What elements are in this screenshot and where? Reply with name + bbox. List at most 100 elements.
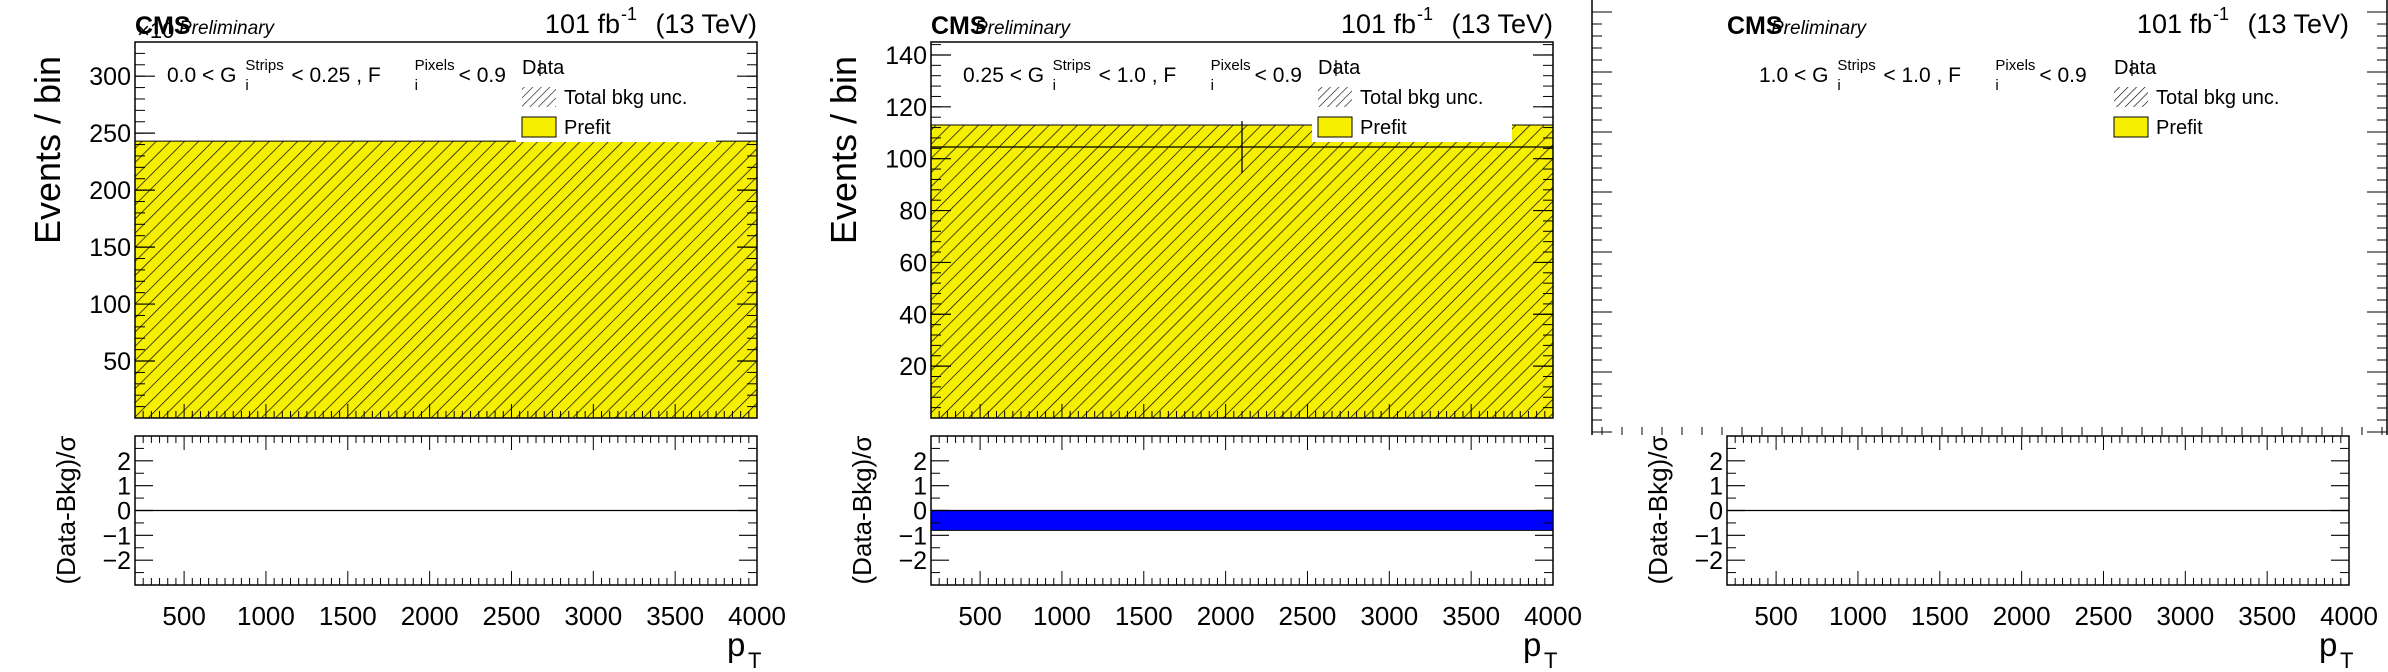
y-exponent-label: ×10 <box>137 18 174 43</box>
main-y-tick-label: 250 <box>89 120 131 148</box>
main-y-tick-label: 60 <box>899 249 927 277</box>
ratio-y-tick-label: 1 <box>1709 473 1723 501</box>
main-y-tick-label: 40 <box>899 301 927 329</box>
ratio-y-axis-title: (Data-Bkg)/σ <box>1643 436 1673 585</box>
x-axis-title: p <box>2319 626 2337 663</box>
main-y-tick-label: 50 <box>103 348 131 376</box>
lumi-sup: -1 <box>2213 4 2229 24</box>
ratio-y-axis-title: (Data-Bkg)/σ <box>51 436 81 585</box>
x-tick-label: 500 <box>958 601 1001 631</box>
region-label-sub: i <box>1053 77 1056 94</box>
region-label: < 1.0 , F <box>1883 64 1961 87</box>
region-label-sup: Strips <box>1053 57 1091 74</box>
main-y-tick-label: 300 <box>89 63 131 91</box>
legend-prefit-label: Prefit <box>564 117 611 139</box>
preliminary-label: Preliminary <box>1771 18 1868 39</box>
lumi-sup: -1 <box>621 4 637 24</box>
legend-unc-swatch <box>522 87 556 107</box>
region-label: < 1.0 , F <box>1099 64 1177 87</box>
ratio-y-tick-label: 0 <box>913 498 927 526</box>
region-label-sub: i <box>1837 77 1840 94</box>
cms-label: CMS <box>135 12 191 40</box>
main-y-tick-label: 100 <box>89 291 131 319</box>
ratio-y-tick-label: 2 <box>1709 448 1723 476</box>
lumi-label: 101 fb <box>545 9 620 39</box>
lumi-label: 101 fb <box>1341 9 1416 39</box>
x-tick-label: 500 <box>1754 601 1797 631</box>
x-tick-label: 2500 <box>2075 601 2133 631</box>
legend-prefit-swatch <box>521 116 557 138</box>
energy-label: (13 TeV) <box>655 9 757 39</box>
legend-unc-label: Total bkg unc. <box>564 87 687 109</box>
ratio-y-axis-title: (Data-Bkg)/σ <box>847 436 877 585</box>
main-y-axis-title: Events / bin <box>823 56 864 244</box>
preliminary-label: Preliminary <box>975 18 1072 39</box>
region-label: < 0.25 , F <box>291 64 380 87</box>
legend-unc-label: Total bkg unc. <box>2156 87 2279 109</box>
ratio-y-tick-label: −1 <box>102 522 131 550</box>
region-label-sup: Strips <box>1837 57 1875 74</box>
ratio-y-tick-label: −1 <box>898 522 927 550</box>
bkg-unc-band <box>931 124 1553 418</box>
x-tick-label: 3000 <box>1360 601 1418 631</box>
x-tick-label: 4000 <box>728 601 786 631</box>
x-tick-label: 1500 <box>319 601 377 631</box>
x-tick-label: 3000 <box>2156 601 2214 631</box>
x-axis-title-sub: T <box>748 648 761 672</box>
region-label: < 0.9 <box>2039 64 2086 87</box>
x-tick-label: 500 <box>162 601 205 631</box>
x-tick-label: 2000 <box>1197 601 1255 631</box>
main-y-tick-label: 120 <box>885 94 927 122</box>
preliminary-label: Preliminary <box>179 18 276 39</box>
ratio-y-tick-label: 2 <box>913 448 927 476</box>
x-axis-title-sub: T <box>1544 648 1557 672</box>
ratio-y-tick-label: 0 <box>1709 498 1723 526</box>
x-tick-label: 1000 <box>1033 601 1091 631</box>
cms-label: CMS <box>1727 12 1783 40</box>
lumi-sup: -1 <box>1417 4 1433 24</box>
x-tick-label: 4000 <box>2320 601 2378 631</box>
panel-2: 20 40 60 80 100 120 140 210−1−2 500 1000 1500 2000 2… <box>823 4 1582 672</box>
x-tick-label: 2500 <box>483 601 541 631</box>
main-y-tick-label: 200 <box>89 177 131 205</box>
region-label-sub: i <box>415 77 418 94</box>
legend-prefit-label: Prefit <box>2156 117 2203 139</box>
region-label: 1.0 < G <box>1759 64 1828 87</box>
x-tick-label: 1500 <box>1115 601 1173 631</box>
region-label: 0.25 < G <box>963 64 1044 87</box>
legend-unc-swatch <box>2114 87 2148 107</box>
ratio-y-tick-label: −2 <box>102 547 131 575</box>
x-axis-title: p <box>1523 626 1541 663</box>
cms-label: CMS <box>931 12 987 40</box>
x-tick-label: 3500 <box>1442 601 1500 631</box>
x-tick-label: 2000 <box>1993 601 2051 631</box>
ratio-y-tick-label: 2 <box>117 448 131 476</box>
x-tick-label: 3500 <box>646 601 704 631</box>
x-tick-label: 3500 <box>2238 601 2296 631</box>
region-label-sup: Pixels <box>1211 57 1251 74</box>
pull-bar <box>930 510 1554 531</box>
x-tick-label: 2500 <box>1279 601 1337 631</box>
ratio-y-tick-label: 0 <box>117 498 131 526</box>
x-axis-title-sub: T <box>2340 648 2353 672</box>
legend-data-label: Data <box>2114 57 2157 79</box>
x-tick-label: 1000 <box>237 601 295 631</box>
region-label-sub: i <box>1211 77 1214 94</box>
lumi-label: 101 fb <box>2137 9 2212 39</box>
panel-1: 50 100 150 200 250 300 210−1−2 500 1000 1500 2000 2… <box>27 4 786 672</box>
legend-prefit-swatch <box>2113 116 2149 138</box>
ratio-y-tick-label: 1 <box>913 473 927 501</box>
region-label-sub: i <box>245 77 248 94</box>
region-label-sup: Pixels <box>415 57 455 74</box>
legend-prefit-label: Prefit <box>1360 117 1407 139</box>
energy-label: (13 TeV) <box>2247 9 2349 39</box>
legend-prefit-swatch <box>1317 116 1353 138</box>
ratio-y-tick-label: 1 <box>117 473 131 501</box>
region-label: 0.0 < G <box>167 64 236 87</box>
region-label-sup: Strips <box>245 57 283 74</box>
main-y-tick-label: 80 <box>899 198 927 226</box>
main-y-tick-label: 100 <box>885 146 927 174</box>
